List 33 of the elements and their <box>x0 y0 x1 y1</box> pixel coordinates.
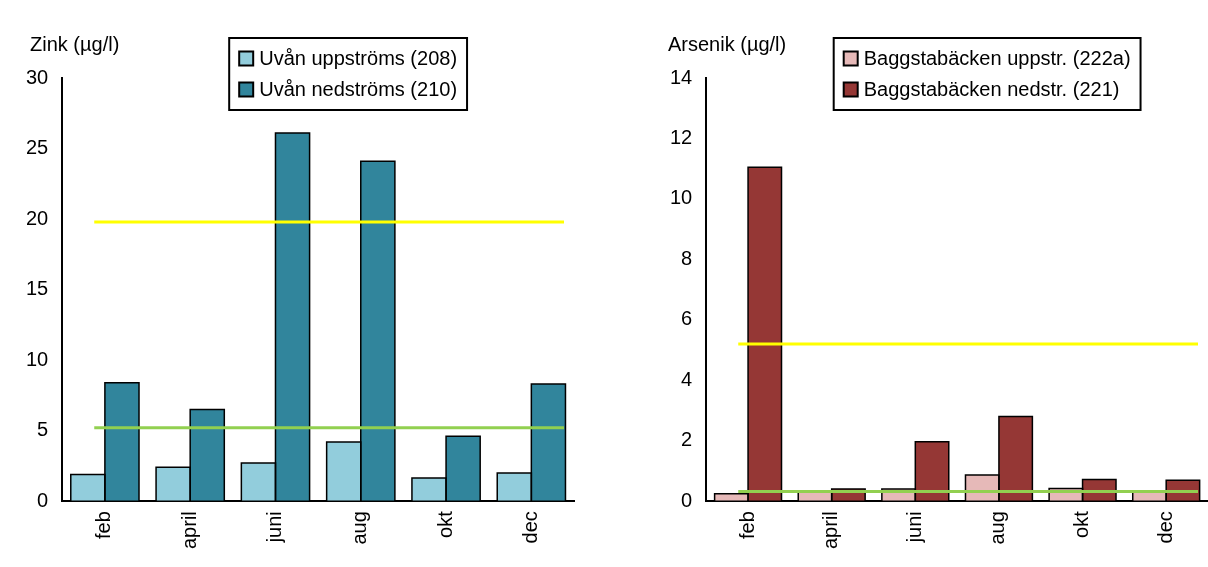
x-tick-label: feb <box>92 511 115 540</box>
x-tick-label: juni <box>262 511 285 544</box>
y-tick-label: 2 <box>681 428 693 451</box>
x-tick-label: aug <box>986 511 1009 545</box>
y-tick-label: 20 <box>26 206 49 229</box>
x-tick-label: okt <box>1070 510 1093 538</box>
y-tick-label: 12 <box>670 125 693 148</box>
x-tick-label: okt <box>433 510 456 538</box>
y-tick-label: 0 <box>37 488 49 511</box>
y-tick-label: 15 <box>26 277 49 300</box>
y-tick-label: 8 <box>681 246 693 269</box>
y-axis-title: Zink (µg/l) <box>30 32 120 55</box>
legend-label: Baggstabäcken nedstr. (221) <box>863 78 1120 101</box>
y-tick-label: 6 <box>681 307 693 330</box>
y-tick-label: 0 <box>681 488 693 511</box>
y-tick-label: 5 <box>37 418 49 441</box>
x-tick-label: dec <box>1153 511 1176 544</box>
y-tick-label: 25 <box>26 136 49 159</box>
y-tick-label: 10 <box>670 186 693 209</box>
y-tick-label: 30 <box>26 65 49 88</box>
y-tick-label: 14 <box>670 65 693 88</box>
x-tick-label: juni <box>902 511 925 544</box>
y-axis-title: Arsenik (µg/l) <box>668 32 787 55</box>
legend-label: Uvån uppströms (208) <box>259 47 458 70</box>
x-tick-label: april <box>177 511 200 549</box>
x-tick-label: dec <box>518 511 541 544</box>
legend-label: Uvån nedströms (210) <box>259 78 458 101</box>
y-tick-label: 4 <box>681 367 693 390</box>
x-tick-label: feb <box>735 511 758 540</box>
x-tick-label: aug <box>348 511 371 545</box>
x-tick-label: april <box>819 511 842 549</box>
y-tick-label: 10 <box>26 347 49 370</box>
legend-label: Baggstabäcken uppstr. (222a) <box>863 47 1131 70</box>
